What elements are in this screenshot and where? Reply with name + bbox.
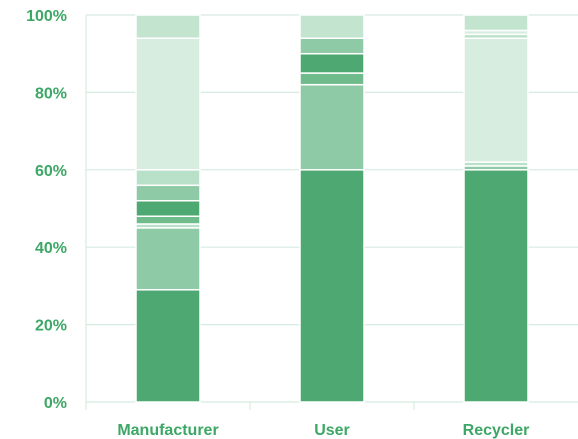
bar-segment-manufacturer-10	[135, 14, 201, 39]
bar-segment-user-10	[299, 14, 365, 39]
y-tick-label: 20%	[35, 318, 67, 335]
y-tick-label: 0%	[44, 395, 67, 412]
bar-segment-user-1	[299, 83, 365, 171]
bar-segment-manufacturer-1	[135, 227, 201, 291]
y-tick-label: 40%	[35, 240, 67, 257]
x-axis-categories: Manufacturer User Recycler	[117, 422, 529, 439]
category-label-manufacturer: Manufacturer	[117, 422, 218, 439]
bar-segment-manufacturer-4	[135, 200, 201, 217]
y-tick-label: 60%	[35, 163, 67, 180]
bar-segment-user-5	[299, 37, 365, 55]
y-tick-label: 100%	[26, 8, 67, 25]
bar-segment-user-3	[299, 72, 365, 86]
bar-segment-user-4	[299, 52, 365, 74]
bar-segment-manufacturer-7	[135, 37, 201, 171]
category-label-user: User	[314, 422, 350, 439]
bar-segment-manufacturer-3	[135, 215, 201, 225]
bar-segment-recycler-0	[463, 169, 529, 403]
bar-segment-recycler-7	[463, 37, 529, 163]
bar-segment-manufacturer-0	[135, 289, 201, 403]
bar-segment-manufacturer-6	[135, 169, 201, 187]
bars	[135, 14, 529, 403]
bar-segment-recycler-10	[463, 14, 529, 32]
category-label-recycler: Recycler	[463, 422, 530, 439]
y-tick-label: 80%	[35, 85, 67, 102]
bar-segment-user-0	[299, 169, 365, 403]
bar-segment-manufacturer-5	[135, 184, 201, 202]
y-axis-ticks: 0% 20% 40% 60% 80% 100%	[26, 8, 67, 412]
